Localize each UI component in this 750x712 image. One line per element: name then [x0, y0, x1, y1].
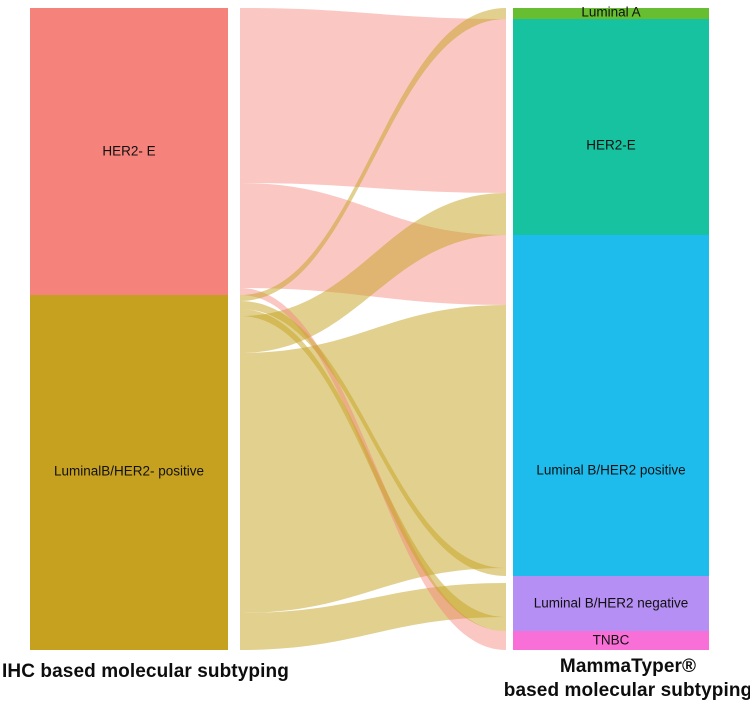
right-axis-title: MammaTyper® based molecular subtyping — [478, 655, 750, 703]
right-axis-title-line2: based molecular subtyping — [503, 680, 750, 701]
node-label-mt-luminal-a: Luminal A — [581, 5, 640, 20]
right-axis-title-line1: MammaTyper® — [559, 656, 697, 677]
sankey-flow-lumb-to-lumbpos-low[interactable] — [240, 301, 506, 576]
sankey-flow-lumb-to-lumbneg-low[interactable] — [240, 309, 506, 631]
sankey-flow-her2e-to-her2e[interactable] — [240, 8, 506, 193]
sankey-flow-lumb-to-lumbneg[interactable] — [240, 583, 506, 650]
node-label-mt-tnbc: TNBC — [593, 633, 630, 648]
sankey-node-mt-luminal-a[interactable] — [513, 8, 709, 19]
sankey-node-mt-tnbc[interactable] — [513, 631, 709, 650]
sankey-node-mt-lumb-her2neg[interactable] — [513, 576, 709, 631]
node-label-ihc-lumb-her2pos: LuminalB/HER2- positive — [54, 464, 204, 479]
sankey-node-mt-her2e[interactable] — [513, 19, 709, 235]
sankey-node-mt-lumb-her2pos[interactable] — [513, 235, 709, 576]
left-axis-title: IHC based molecular subtyping — [2, 661, 289, 682]
sankey-node-ihc-her2e[interactable] — [30, 8, 228, 295]
sankey-flow-lumb-to-lumbpos[interactable] — [240, 305, 506, 613]
node-label-mt-lumb-her2neg: Luminal B/HER2 negative — [534, 596, 689, 611]
sankey-node-ihc-lumb-her2pos[interactable] — [30, 295, 228, 650]
node-label-mt-her2e: HER2-E — [586, 138, 636, 153]
sankey-flow-her2e-to-lumbpos[interactable] — [240, 183, 506, 305]
sankey-flow-lumb-to-luminala[interactable] — [240, 8, 506, 301]
sankey-flow-lumb-to-her2e[interactable] — [240, 193, 506, 353]
node-label-mt-lumb-her2pos: Luminal B/HER2 positive — [536, 463, 685, 478]
node-label-ihc-her2e: HER2- E — [102, 144, 155, 159]
